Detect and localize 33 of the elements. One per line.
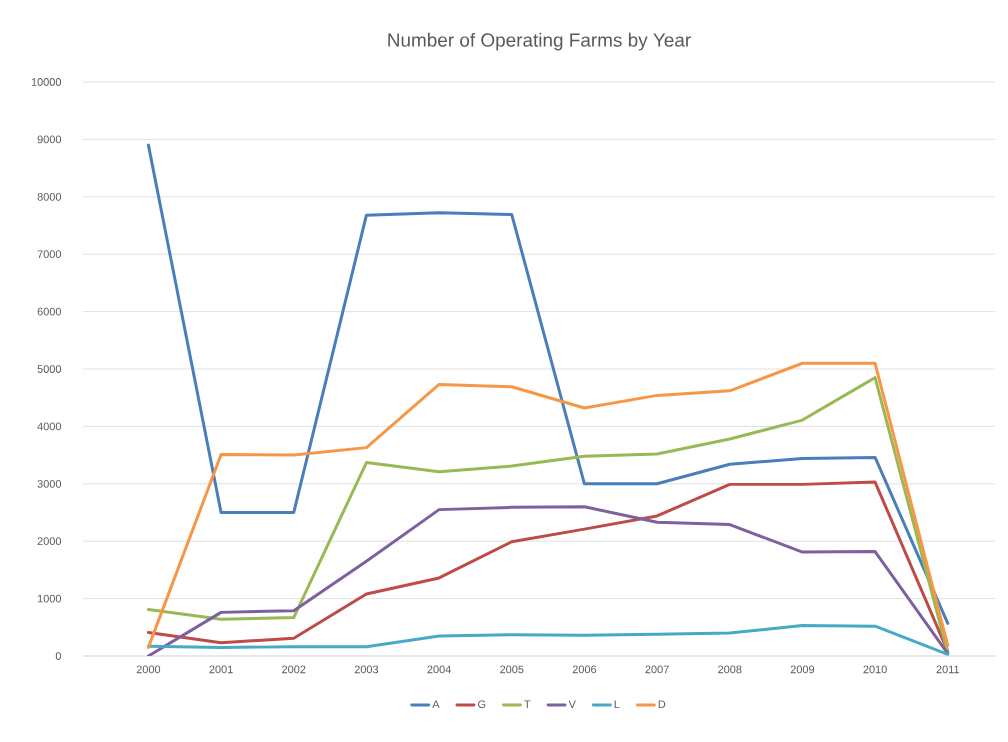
legend-label: D — [658, 700, 666, 708]
x-tick-label: 2011 — [936, 665, 960, 674]
y-tick-label: 7000 — [37, 250, 62, 259]
line-series — [146, 143, 950, 625]
y-tick-label: 6000 — [37, 307, 62, 316]
line-series — [146, 505, 950, 656]
x-tick-label: 2002 — [282, 665, 306, 674]
y-tick-label: 0 — [55, 652, 62, 660]
y-tick-label: 10000 — [31, 78, 62, 86]
y-tick-label: 8000 — [37, 192, 62, 201]
y-tick-label: 9000 — [37, 135, 62, 144]
y-tick-label: 3000 — [37, 479, 62, 488]
line-series — [146, 480, 950, 653]
x-tick-label: 2009 — [790, 665, 815, 674]
legend-label: L — [614, 700, 620, 708]
x-tick-label: 2008 — [718, 665, 742, 674]
y-tick-label: 5000 — [37, 365, 62, 373]
x-tick-label: 2007 — [645, 665, 669, 674]
y-tick-label: 2000 — [37, 537, 62, 546]
legend-label: T — [524, 700, 531, 708]
x-tick-label: 2004 — [427, 665, 451, 674]
legend-label: G — [478, 700, 486, 709]
x-tick-label: 2010 — [863, 665, 887, 674]
x-tick-label: 2000 — [136, 665, 161, 674]
legend-label: A — [432, 700, 440, 708]
x-tick-label: 2006 — [572, 665, 597, 674]
x-tick-label: 2005 — [500, 665, 524, 674]
x-tick-label: 2003 — [354, 665, 379, 674]
y-tick-label: 4000 — [37, 422, 62, 431]
x-tick-label: 2001 — [209, 665, 233, 674]
chart-title: Number of Operating Farms by Year — [388, 32, 691, 51]
legend-label: V — [568, 700, 576, 708]
y-tick-label: 1000 — [37, 594, 62, 603]
